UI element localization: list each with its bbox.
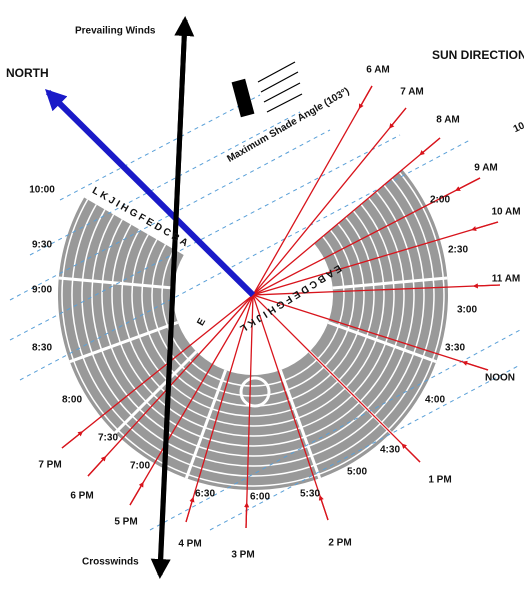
seat-row [101,197,405,447]
sun-time: 5 PM [114,517,137,528]
seat-row [71,178,435,477]
seat-row [151,229,355,397]
sun-ray [129,294,254,506]
aisle [332,276,448,290]
ray-arrow [471,221,499,232]
seat-time: 4:30 [380,445,400,456]
seat-row [131,216,375,417]
seat-time: 2:00 [430,195,450,206]
ray-arrow [61,431,84,449]
sun-ray [252,85,373,296]
sun-time: NOON [485,373,515,384]
seat-time: 7:30 [98,433,118,444]
sun-time: 3 PM [231,550,254,561]
seat-time: 5:30 [300,489,320,500]
seat-row [91,191,415,457]
seat-row [61,171,445,487]
seat-time: 9:30 [32,240,52,251]
sun-ray [252,137,441,296]
ray-arrow [454,177,481,191]
ray-arrow [389,107,407,129]
sun-ray [252,177,481,296]
seat-time: 6:30 [195,489,215,500]
ray-arrow [129,481,144,506]
aisle [58,276,174,290]
seat-row [161,236,345,387]
seat-time: 2:30 [448,245,468,256]
seat-time: 5:00 [347,467,367,478]
ray-arrow [185,496,195,523]
seat-time: 10:00 [29,185,55,196]
shade-lines [9,94,521,531]
sun-time: 2 PM [328,538,351,549]
north-arrow [45,89,256,298]
sun-ray [252,107,407,296]
shade-icon [231,61,303,118]
sun-label: SUN DIRECTION [432,48,524,62]
crosswind-arrow [150,19,188,579]
seat-row [121,210,385,427]
seat-row [111,203,395,437]
seat-row [141,223,365,407]
seating [58,169,449,490]
sun-time: 9 AM [474,163,498,174]
sun-time: 8 AM [436,115,460,126]
aisle [69,320,179,364]
seat-time: 7:00 [130,461,150,472]
ray-arrow [87,455,107,477]
sun-rays [61,85,501,529]
ray-arrow [419,137,441,156]
north-label: NORTH [6,66,49,80]
seat-time: 3:00 [457,305,477,316]
winds-label: Prevailing Winds [75,26,156,37]
sun-ray [252,221,499,296]
seat-time: 9:00 [32,285,52,296]
ray-arrow [244,502,250,529]
ray-arrow [318,495,329,521]
ray-arrow [401,443,421,463]
sun-time: 10 AM [491,207,520,218]
ray-arrow [358,85,373,110]
sun-time: 11 AM [492,274,521,285]
seat-time: 8:00 [62,395,82,406]
sun-time: 4 PM [178,539,201,550]
sun-time: 7 AM [400,87,424,98]
sun-ray [252,294,489,371]
sun-ray [61,294,254,449]
aisle-mark: E [195,316,208,328]
seat-time: 8:30 [32,343,52,354]
sun-time: 6 AM [366,65,390,76]
aisle [184,369,228,479]
sun-time: 6 PM [70,491,93,502]
seat-time: 3:30 [445,343,465,354]
sun-ray [252,294,421,463]
aisle [327,320,437,364]
aisle [114,350,198,434]
sun-ray [252,284,501,296]
sun-ray [185,294,254,523]
seat-time: 4:00 [425,395,445,406]
ray-arrow [472,283,501,289]
sun-time: 1 PM [428,475,451,486]
cut-label: 10 [512,120,524,135]
stage [239,376,271,408]
seat-row [81,184,425,467]
seat-time: 6:00 [250,492,270,503]
ray-arrow [462,360,489,371]
sun-time: 7 PM [38,460,61,471]
aisle [278,369,322,479]
crosswinds-label: Crosswinds [82,557,139,568]
sun-ray [245,294,254,529]
sun-ray [252,294,329,521]
